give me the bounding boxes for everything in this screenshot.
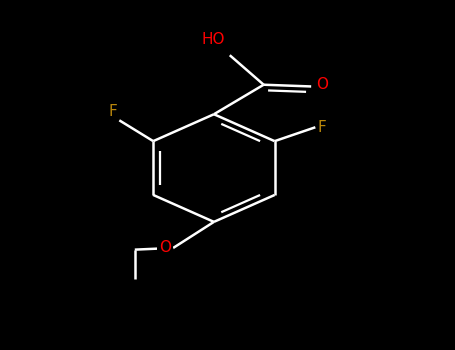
Text: F: F	[108, 104, 117, 119]
Text: O: O	[159, 240, 171, 256]
Text: HO: HO	[202, 32, 225, 47]
Text: O: O	[316, 77, 328, 92]
Text: F: F	[318, 120, 326, 135]
